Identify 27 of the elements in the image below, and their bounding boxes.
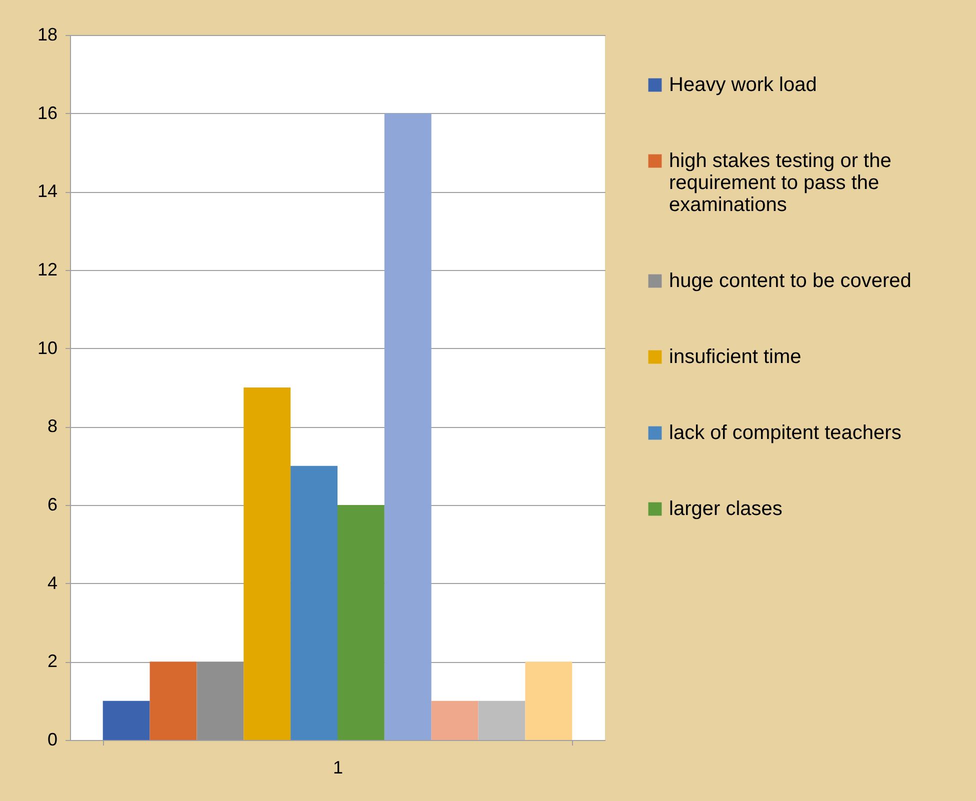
legend-label: insuficient time (669, 346, 802, 368)
y-tick-label: 2 (47, 651, 58, 672)
bar (244, 388, 291, 740)
legend-label: larger clases (669, 498, 782, 520)
y-tick-label: 8 (47, 416, 58, 436)
bar (196, 662, 244, 740)
legend-label: high stakes testing or the requirement to pass the examinations (669, 150, 892, 216)
y-tick-label: 16 (37, 102, 58, 123)
legend-label: huge content to be covered (669, 270, 912, 292)
bar (478, 700, 526, 740)
bar (431, 700, 478, 740)
bar (150, 662, 197, 740)
bar (290, 466, 338, 740)
bar (338, 505, 384, 740)
y-tick-label: 12 (37, 260, 58, 280)
y-tick-label: 14 (37, 181, 58, 202)
legend-label: Heavy work load (669, 74, 817, 96)
y-tick-label: 4 (47, 572, 58, 593)
bar (102, 700, 150, 740)
y-tick-label: 0 (47, 730, 58, 750)
bar (525, 662, 572, 740)
y-tick-label: 10 (37, 338, 58, 358)
x-tick-label: 1 (332, 758, 344, 778)
bar (384, 113, 432, 740)
legend-label: lack of compitent teachers (669, 422, 902, 444)
y-tick-label: 6 (47, 494, 58, 514)
y-tick-label: 18 (37, 24, 58, 44)
